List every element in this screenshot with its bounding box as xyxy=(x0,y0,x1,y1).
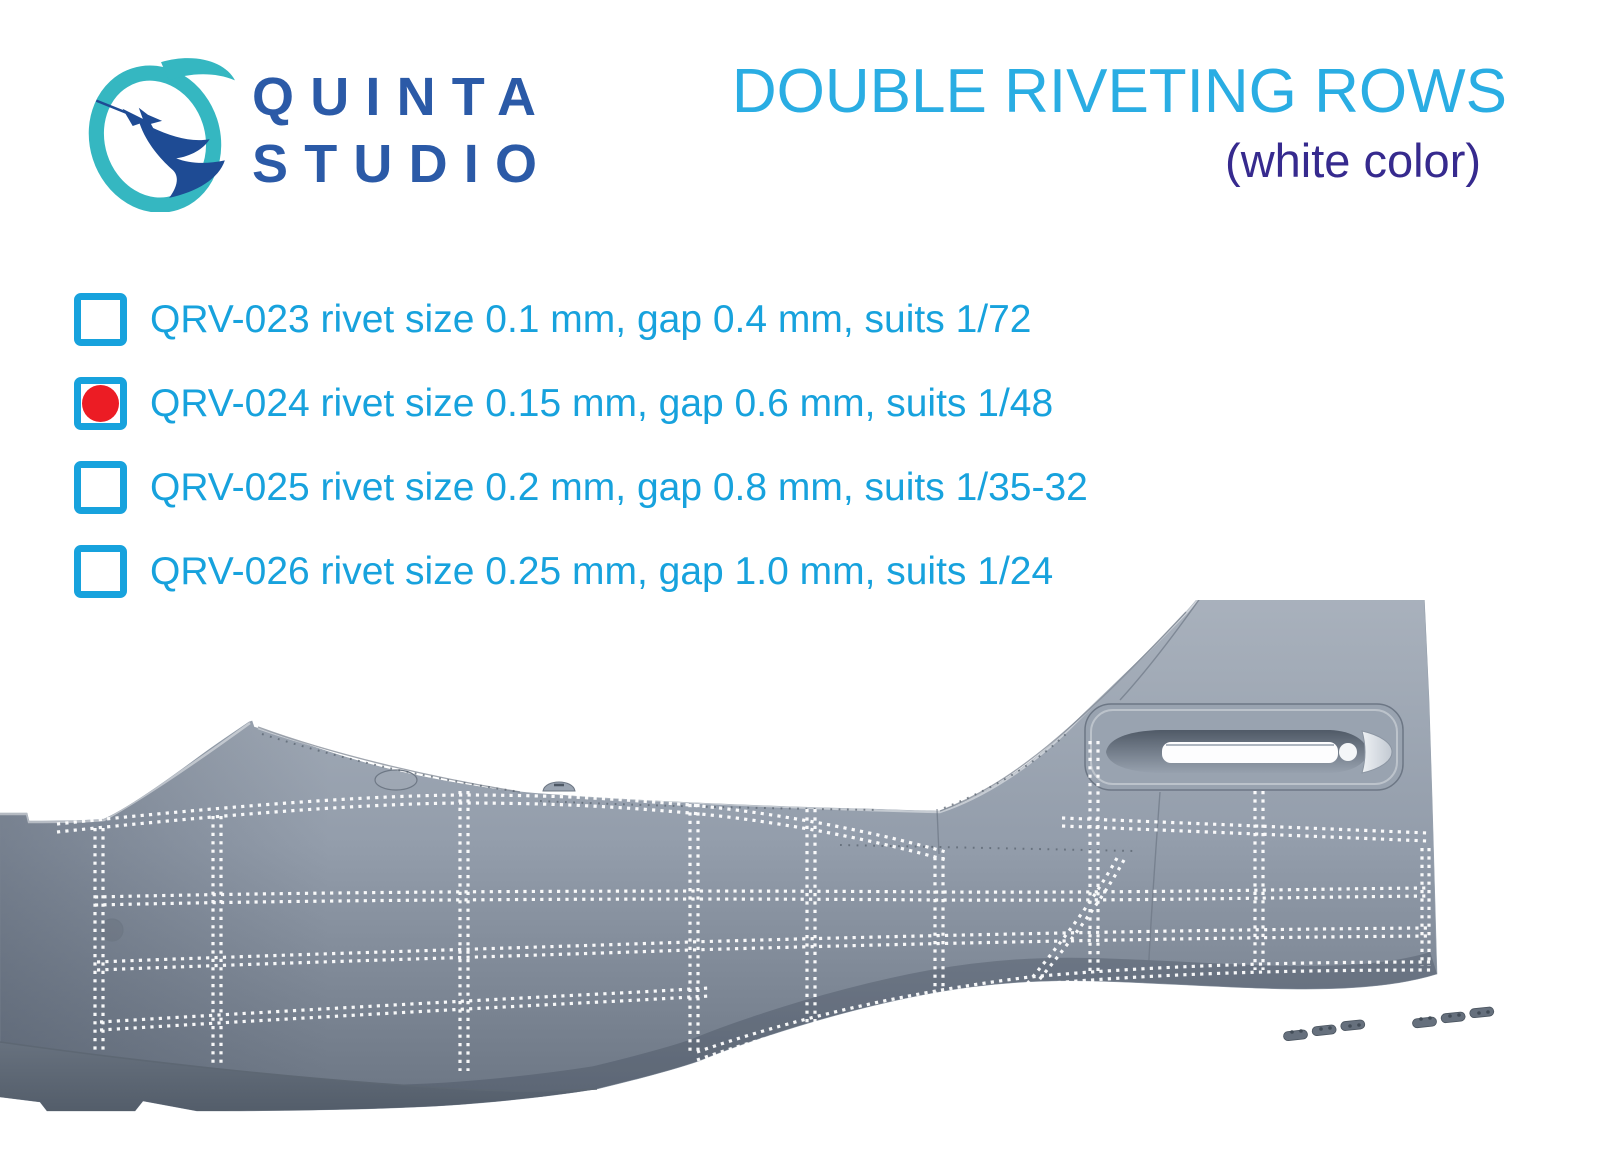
checkbox[interactable] xyxy=(74,461,127,514)
option-label: QRV-023 rivet size 0.1 mm, gap 0.4 mm, s… xyxy=(150,298,1032,341)
checkbox[interactable] xyxy=(74,377,127,430)
logo-contrail-line xyxy=(95,99,128,114)
white-rivet-rows xyxy=(55,739,1435,1073)
exhaust-vents xyxy=(1283,1006,1495,1041)
option-label: QRV-026 rivet size 0.25 mm, gap 1.0 mm, … xyxy=(150,550,1054,593)
brand-name: QUINTA STUDIO xyxy=(252,64,553,198)
rudder-balance-recess xyxy=(1084,703,1404,791)
title-block: DOUBLE RIVETING ROWS (white color) xyxy=(732,56,1507,188)
logo-contrail-ribbon xyxy=(138,120,225,198)
option-row[interactable]: QRV-026 rivet size 0.25 mm, gap 1.0 mm, … xyxy=(74,545,1088,598)
brand-line-2: STUDIO xyxy=(252,134,554,194)
page-subtitle: (white color) xyxy=(1225,134,1481,188)
option-row[interactable]: QRV-023 rivet size 0.1 mm, gap 0.4 mm, s… xyxy=(74,293,1088,346)
option-row[interactable]: QRV-024 rivet size 0.15 mm, gap 0.6 mm, … xyxy=(74,377,1088,430)
page-title: DOUBLE RIVETING ROWS xyxy=(731,57,1507,126)
option-row[interactable]: QRV-025 rivet size 0.2 mm, gap 0.8 mm, s… xyxy=(74,461,1088,514)
fillet-seam xyxy=(0,1041,598,1092)
brand-line-1: QUINTA xyxy=(252,67,553,127)
aircraft-illustration xyxy=(0,600,1495,1112)
dark-rivet-rows xyxy=(261,729,1136,852)
oval-access-panel xyxy=(374,769,418,791)
quinta-studio-logo-icon xyxy=(88,58,235,212)
logo-swoosh-tip xyxy=(161,58,235,81)
spine-fitting xyxy=(542,781,576,792)
checkbox[interactable] xyxy=(74,545,127,598)
option-label: QRV-025 rivet size 0.2 mm, gap 0.8 mm, s… xyxy=(150,466,1088,509)
counterweight-pivot xyxy=(1339,743,1357,761)
product-option-list: QRV-023 rivet size 0.1 mm, gap 0.4 mm, s… xyxy=(74,293,1088,598)
counterweight-rod xyxy=(1162,742,1338,763)
surface-details xyxy=(100,769,576,942)
counterweight-cone xyxy=(1361,730,1393,774)
logo-jet-icon xyxy=(122,107,163,136)
wing-fillet xyxy=(0,1042,597,1111)
checked-dot-icon xyxy=(82,385,119,422)
option-label: QRV-024 rivet size 0.15 mm, gap 0.6 mm, … xyxy=(150,382,1054,425)
logo-ring xyxy=(88,65,222,212)
round-access-panel xyxy=(100,918,124,942)
checkbox[interactable] xyxy=(74,293,127,346)
